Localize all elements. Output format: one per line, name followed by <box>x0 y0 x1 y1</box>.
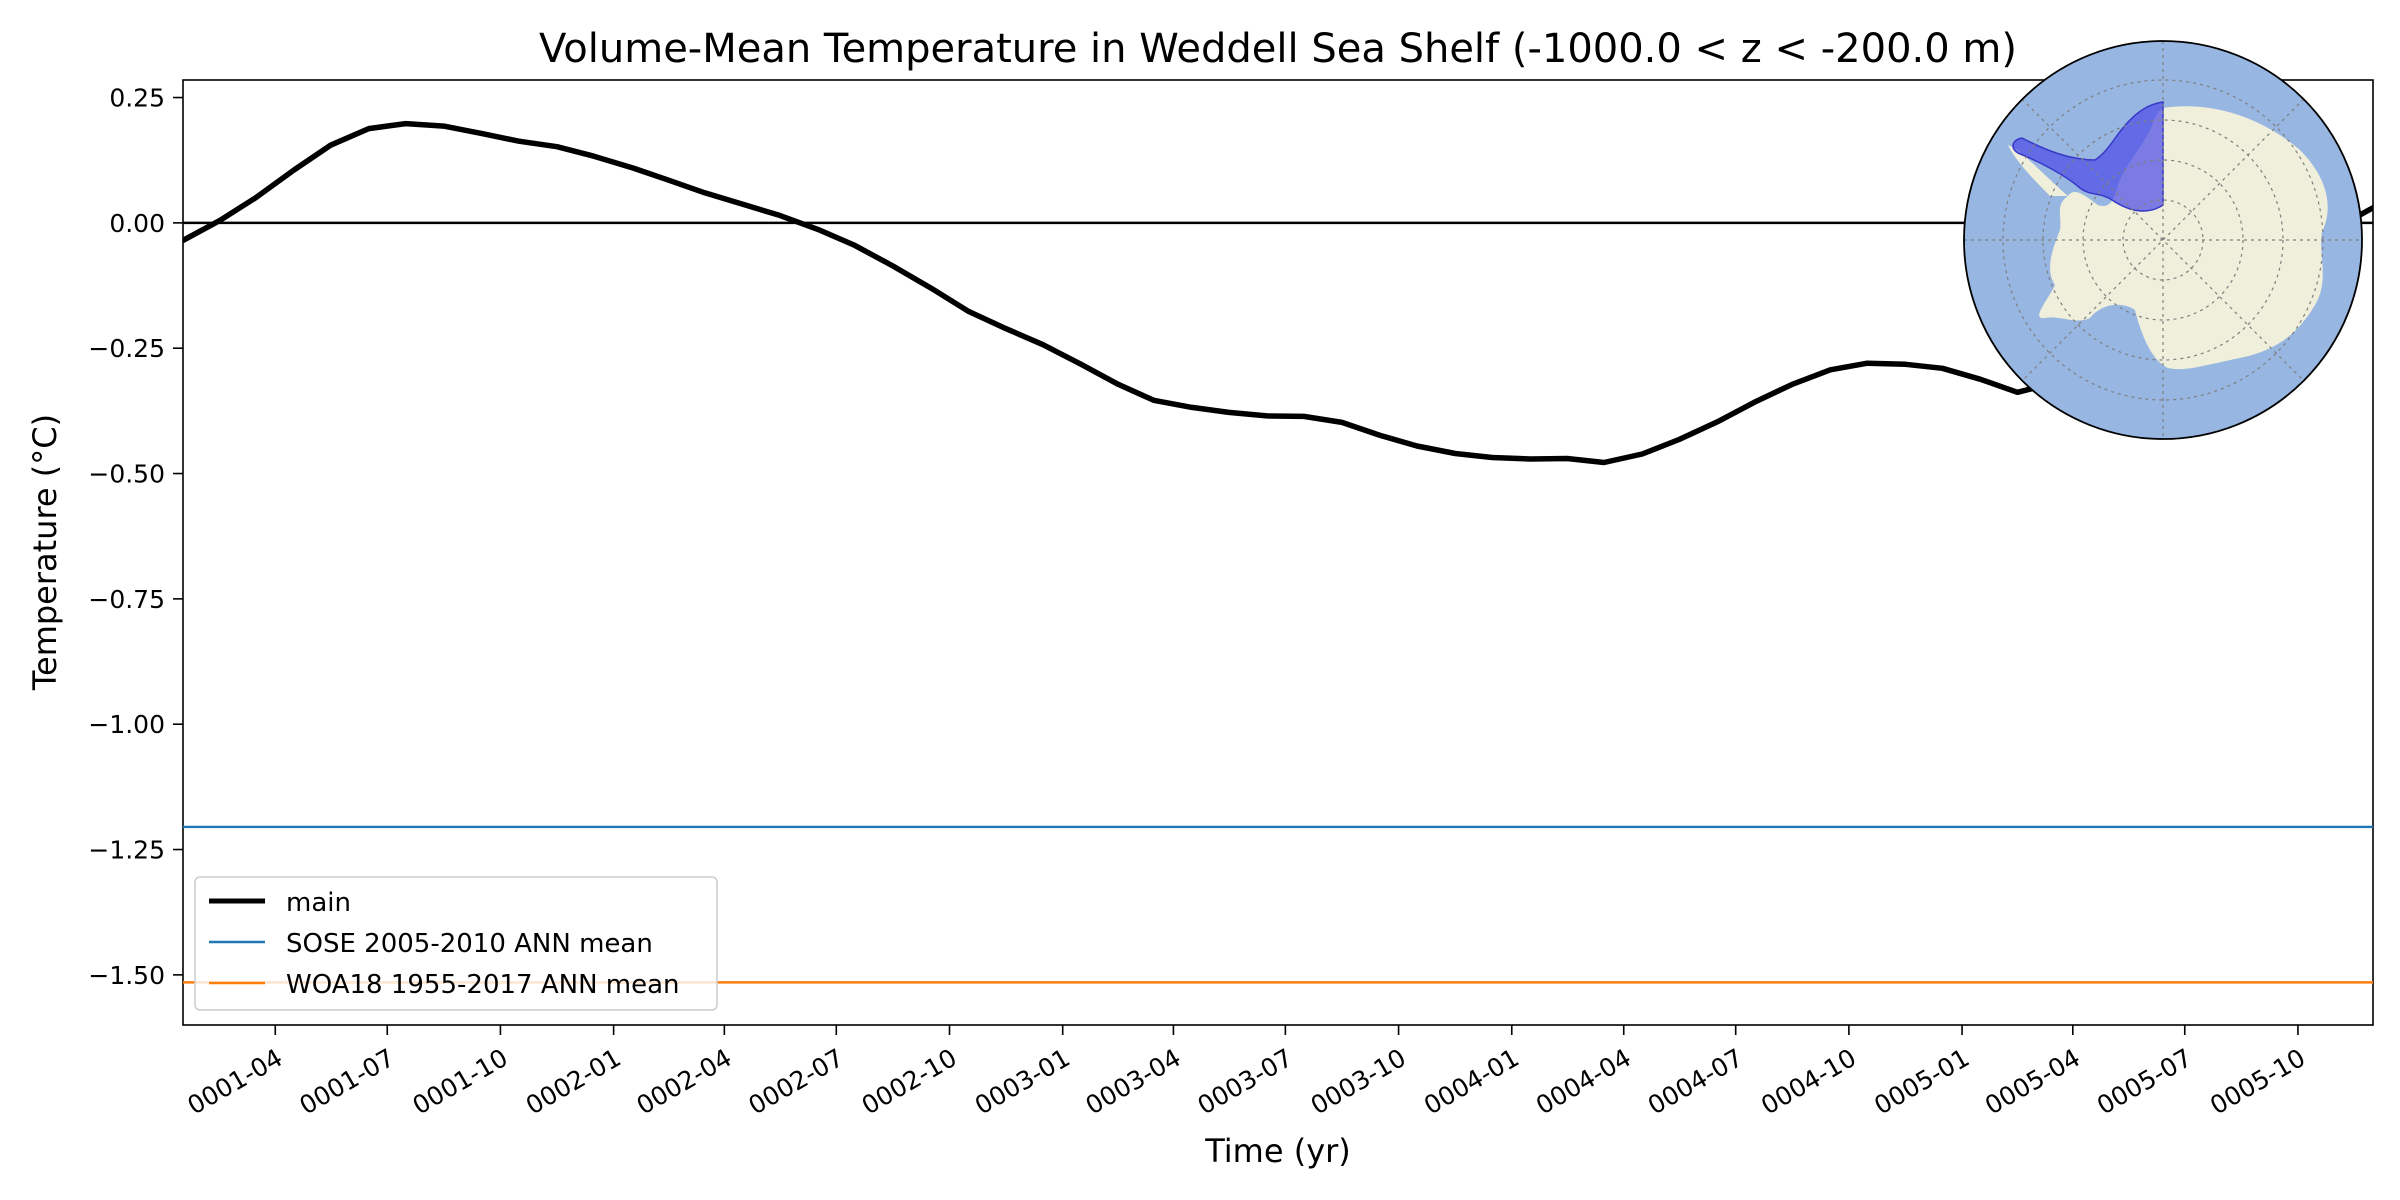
x-axis-label: Time (yr) <box>1204 1132 1351 1170</box>
x-tick-label: 0004-01 <box>1419 1043 1524 1120</box>
x-tick-label: 0005-04 <box>1980 1043 2085 1120</box>
x-tick-label: 0001-07 <box>294 1043 399 1120</box>
y-tick-label: −1.50 <box>88 961 165 990</box>
series-line-main <box>183 120 2373 466</box>
y-tick-label: −1.25 <box>88 836 165 865</box>
x-tick-label: 0003-01 <box>970 1043 1075 1120</box>
x-tick-label: 0002-01 <box>521 1043 626 1120</box>
x-tick-label: 0002-10 <box>857 1043 962 1120</box>
legend-label-main: main <box>286 888 351 918</box>
x-tick-label: 0005-07 <box>2092 1043 2197 1120</box>
legend-box <box>194 876 718 1011</box>
legend-label-sose: SOSE 2005-2010 ANN mean <box>286 929 653 959</box>
x-tick-label: 0004-10 <box>1756 1043 1861 1120</box>
x-tick-label: 0005-10 <box>2205 1043 2310 1120</box>
x-tick-label: 0004-07 <box>1643 1043 1748 1120</box>
x-tick-label: 0003-07 <box>1193 1043 1298 1120</box>
inset-map <box>1963 40 2363 440</box>
y-tick-label: 0.00 <box>109 209 165 238</box>
inset-map-border <box>1963 40 2363 440</box>
x-tick-label: 0001-10 <box>408 1043 513 1120</box>
x-tick-label: 0005-01 <box>1869 1043 1974 1120</box>
legend: main SOSE 2005-2010 ANN mean WOA18 1955-… <box>194 876 718 1011</box>
y-tick-label: 0.25 <box>109 84 165 113</box>
inset-antarctica-land <box>2039 106 2328 370</box>
x-tick-label: 0002-07 <box>744 1043 849 1120</box>
chart-title: Volume-Mean Temperature in Weddell Sea S… <box>539 26 2017 72</box>
y-tick-label: −0.75 <box>88 585 165 614</box>
inset-antarctic-peninsula <box>2008 145 2068 196</box>
y-tick-label: −0.50 <box>88 460 165 489</box>
y-tick-label: −1.00 <box>88 710 165 739</box>
y-axis-label: Temperature (°C) <box>26 414 64 691</box>
legend-label-woa18: WOA18 1955-2017 ANN mean <box>286 970 680 1000</box>
y-tick-label: −0.25 <box>88 334 165 363</box>
x-tick-label: 0003-04 <box>1081 1043 1186 1120</box>
x-tick-label: 0004-04 <box>1531 1043 1636 1120</box>
x-tick-label: 0001-04 <box>183 1043 288 1120</box>
x-tick-label: 0002-04 <box>632 1043 737 1120</box>
x-tick-label: 0003-10 <box>1306 1043 1411 1120</box>
